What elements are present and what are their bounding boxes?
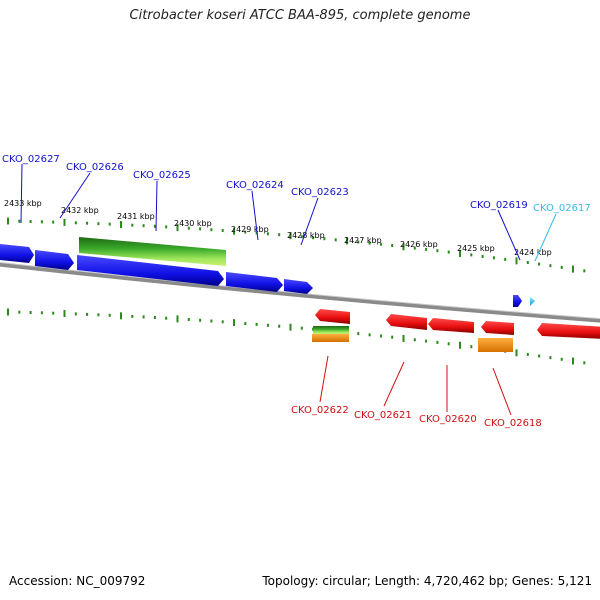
genome-backbone-highlight	[0, 262, 600, 320]
scale-ticks-top	[7, 217, 586, 273]
leader-line	[497, 209, 521, 261]
scale-label: 2431 kbp	[117, 212, 155, 221]
gene-CKO_02619[interactable]	[513, 295, 522, 307]
leader-line	[251, 190, 259, 241]
gene-CKO_02623[interactable]	[284, 279, 313, 294]
gene-CKO_02624[interactable]	[226, 272, 283, 292]
gene-label[interactable]: CKO_02627	[2, 154, 60, 165]
genome-backbone	[0, 262, 600, 323]
gene-CKO_02618[interactable]	[481, 321, 514, 335]
map-title: Citrobacter koseri ATCC BAA-895, complet…	[129, 8, 471, 23]
green-feature-large[interactable]	[79, 237, 226, 266]
gene-labels-bottom: CKO_02622 CKO_02621 CKO_02620 CKO_02618	[291, 405, 542, 429]
gene-label[interactable]: CKO_02626	[66, 162, 124, 173]
gene-label[interactable]: CKO_02620	[419, 414, 477, 425]
leader-line	[534, 213, 557, 262]
gene-CKO_02620[interactable]	[428, 318, 474, 333]
reverse-genes	[315, 309, 600, 339]
leader-line	[155, 180, 158, 232]
gene-CKO_02621[interactable]	[386, 314, 427, 330]
gene-label[interactable]: CKO_02624	[226, 180, 284, 191]
leader-line	[59, 172, 91, 219]
gene-label[interactable]: CKO_02621	[354, 410, 412, 421]
scale-label: 2425 kbp	[457, 244, 495, 253]
gene-label[interactable]: CKO_02618	[484, 418, 542, 429]
gene-label[interactable]: CKO_02625	[133, 170, 191, 181]
gene-CKO_02625[interactable]	[77, 255, 224, 286]
gene-labels-top: CKO_02627 CKO_02626 CKO_02625 CKO_02624 …	[2, 154, 591, 214]
leader-line	[319, 355, 329, 403]
gene-label[interactable]: CKO_02619	[470, 200, 528, 211]
scale-label: 2426 kbp	[400, 240, 438, 249]
leader-line	[383, 361, 405, 407]
gene-next-reverse[interactable]	[537, 323, 600, 339]
gene-CKO_02627[interactable]	[0, 244, 34, 263]
scale-labels: 2433 kbp 2432 kbp 2431 kbp 2430 kbp 2429…	[4, 199, 552, 257]
leader-line	[300, 197, 319, 246]
scale-label: 2424 kbp	[514, 248, 552, 257]
scale-label: 2429 kbp	[231, 225, 269, 234]
label-leaders	[20, 163, 557, 416]
leader-line	[20, 163, 23, 224]
leader-line	[492, 367, 512, 416]
gene-CKO_02622[interactable]	[315, 309, 350, 324]
orange-feature[interactable]	[312, 334, 349, 342]
scale-ticks-bottom	[7, 308, 586, 365]
orange-feature[interactable]	[478, 338, 513, 352]
gene-CKO_02617[interactable]	[530, 297, 535, 306]
green-feature-small[interactable]	[313, 326, 349, 334]
forward-genes	[0, 244, 535, 307]
scale-label: 2427 kbp	[344, 236, 382, 245]
accession-text: Accession: NC_009792	[9, 574, 146, 588]
gene-CKO_02626[interactable]	[35, 250, 74, 270]
gene-label[interactable]: CKO_02622	[291, 405, 349, 416]
scale-label: 2432 kbp	[61, 206, 99, 215]
sub-features	[312, 326, 513, 352]
scale-label: 2428 kbp	[287, 231, 325, 240]
gene-label[interactable]: CKO_02623	[291, 187, 349, 198]
gene-label[interactable]: CKO_02617	[533, 203, 591, 214]
scale-label: 2430 kbp	[174, 219, 212, 228]
genome-summary-text: Topology: circular; Length: 4,720,462 bp…	[262, 574, 592, 588]
scale-label: 2433 kbp	[4, 199, 42, 208]
